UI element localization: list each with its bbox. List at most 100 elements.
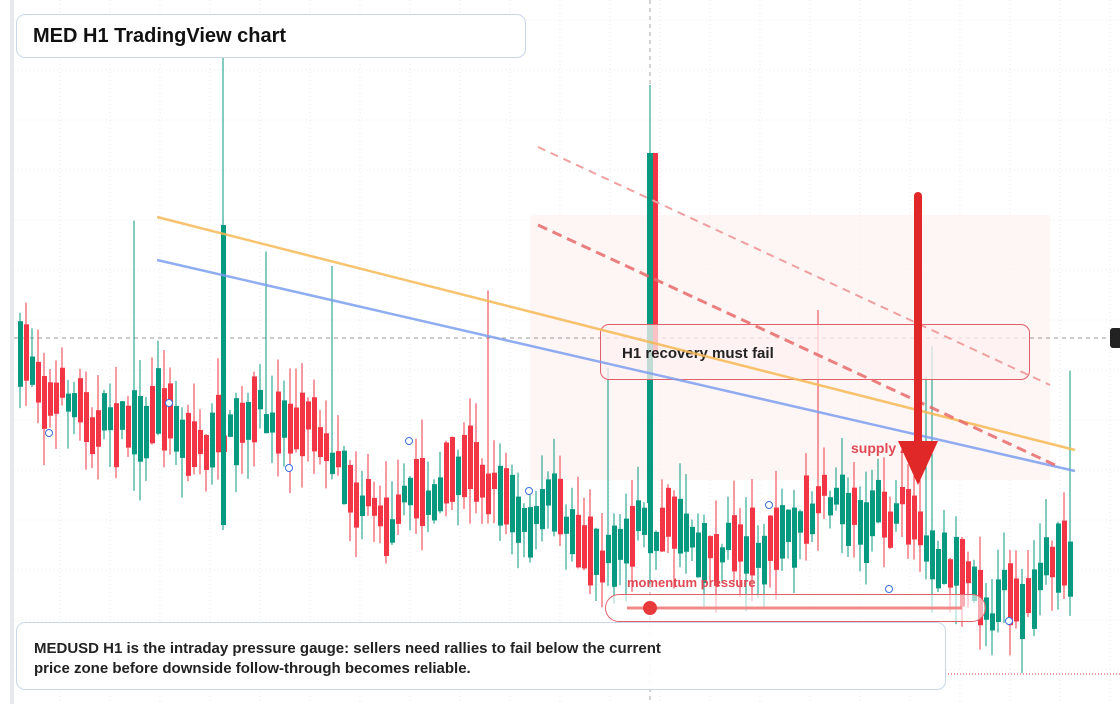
candle-body xyxy=(750,507,755,576)
candle-body xyxy=(276,391,281,454)
candle-body xyxy=(204,435,209,470)
candle-body xyxy=(858,500,863,545)
candle-body xyxy=(714,534,719,586)
candle-body xyxy=(450,436,455,502)
candle-body xyxy=(54,382,59,414)
candle-body xyxy=(762,535,767,585)
candle-body xyxy=(150,385,155,444)
candle-body xyxy=(906,489,911,545)
candle-body xyxy=(354,482,359,528)
candle-body xyxy=(516,496,521,543)
candle-body xyxy=(966,561,971,584)
candle-body xyxy=(654,531,659,551)
candle-body xyxy=(630,505,635,567)
candle-body xyxy=(294,407,299,450)
candle-body xyxy=(810,503,815,535)
candle-body xyxy=(570,509,575,555)
candle-body xyxy=(162,388,167,451)
candle-body xyxy=(366,479,371,507)
candle-body xyxy=(828,497,833,516)
candle-body xyxy=(588,516,593,586)
candle-body xyxy=(336,451,341,468)
candle-body xyxy=(606,534,611,564)
candle-body xyxy=(546,479,551,506)
candle-body xyxy=(792,507,797,568)
candle-body xyxy=(528,507,533,558)
candle-body xyxy=(221,225,226,525)
candle-body xyxy=(108,407,113,431)
candle-body xyxy=(888,511,893,548)
candle-body xyxy=(786,509,791,543)
candle-body xyxy=(60,367,65,398)
candle-body xyxy=(240,402,245,443)
candle-body xyxy=(438,477,443,512)
candle-body xyxy=(84,392,89,443)
candle-body xyxy=(660,507,665,552)
candle-body xyxy=(102,393,107,431)
marker xyxy=(525,487,533,495)
candle-body xyxy=(576,514,581,568)
candle-body xyxy=(264,414,269,434)
candle-body xyxy=(36,361,41,403)
candle-body xyxy=(174,405,179,452)
candle-body xyxy=(990,613,995,631)
candle-body xyxy=(372,497,377,516)
candle-body xyxy=(672,496,677,549)
candle-body xyxy=(1002,569,1007,591)
candle-body xyxy=(996,579,1001,622)
candle-body xyxy=(462,434,467,498)
candle-body xyxy=(564,516,569,534)
marker xyxy=(285,464,293,472)
candle-body xyxy=(288,403,293,454)
candle-body xyxy=(228,414,233,437)
candle-body xyxy=(834,487,839,505)
candle-body xyxy=(468,425,473,490)
candle-body xyxy=(1038,562,1043,591)
candle-body xyxy=(426,490,431,515)
candle-body xyxy=(90,417,95,455)
zone-label: supply zone xyxy=(851,440,932,456)
candle-body xyxy=(540,489,545,530)
candle-body xyxy=(894,503,899,524)
candle-body xyxy=(30,356,35,385)
marker xyxy=(885,585,893,593)
candle-body xyxy=(642,507,647,535)
title: MED H1 TradingView chart xyxy=(16,14,526,58)
candle-body xyxy=(726,522,731,550)
candle-body xyxy=(210,412,215,468)
candle-body xyxy=(408,477,413,506)
marker xyxy=(45,429,53,437)
candle-body xyxy=(972,566,977,602)
candle-body xyxy=(342,450,347,505)
candle-body xyxy=(258,389,263,410)
candle-body xyxy=(744,536,749,574)
candle-body xyxy=(552,473,557,532)
candle-body xyxy=(138,395,143,462)
candle-body xyxy=(864,502,869,564)
candle-body xyxy=(942,532,947,584)
candle-body xyxy=(732,515,737,572)
candle-body xyxy=(624,518,629,564)
candle-body xyxy=(900,486,905,505)
candle-body xyxy=(216,394,221,453)
candle-body xyxy=(582,525,587,569)
candle-body xyxy=(648,496,653,554)
candle-body xyxy=(653,153,658,353)
candle-body xyxy=(480,464,485,498)
candle-body xyxy=(930,530,935,580)
candle-body xyxy=(402,485,407,503)
candle-body xyxy=(504,468,509,525)
candle-body xyxy=(678,498,683,554)
candle-body xyxy=(282,400,287,438)
candle-body xyxy=(936,549,941,589)
candle-body xyxy=(594,528,599,575)
candle-body xyxy=(348,465,353,513)
candle-body xyxy=(846,492,851,546)
candle-body xyxy=(702,523,707,584)
candle-body xyxy=(696,532,701,578)
candle-body xyxy=(192,421,197,467)
candle-body xyxy=(306,401,311,430)
candle-body xyxy=(420,457,425,527)
candle-body xyxy=(456,456,461,496)
